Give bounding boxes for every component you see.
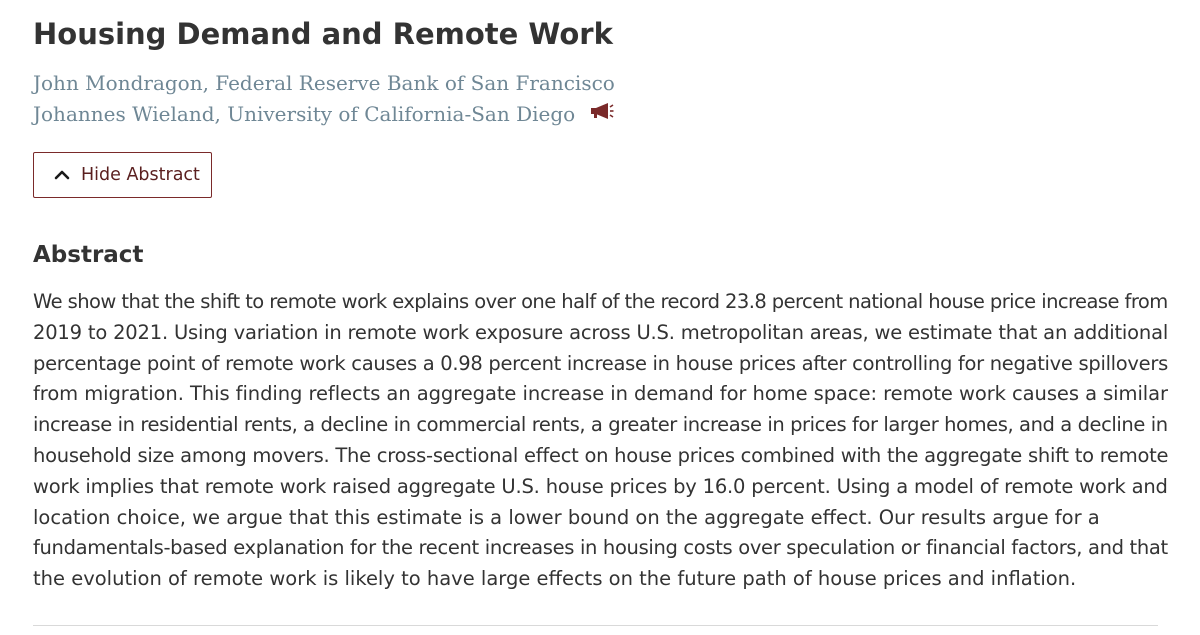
abstract-line: from migration. This finding reflects an… [33, 382, 1168, 406]
author-link-mondragon[interactable]: John Mondragon, Federal Reserve Bank of … [33, 71, 615, 95]
author-link-wieland[interactable]: Johannes Wieland, University of Californ… [33, 102, 576, 126]
author-item: John Mondragon, Federal Reserve Bank of … [33, 68, 615, 99]
chevron-up-icon [53, 166, 71, 184]
author-item: Johannes Wieland, University of Californ… [33, 99, 615, 130]
abstract-line: fundamentals-based explanation for the r… [33, 536, 1168, 560]
abstract-line: increase in residential rents, a decline… [33, 413, 1168, 437]
author-list: John Mondragon, Federal Reserve Bank of … [33, 68, 615, 130]
abstract-line: 2019 to 2021. Using variation in remote … [33, 320, 1169, 344]
abstract-line: We show that the shift to remote work ex… [33, 290, 1168, 313]
abstract-line: the evolution of remote work is likely t… [33, 567, 1077, 591]
abstract-line: work implies that remote work raised agg… [33, 474, 1168, 498]
paper-title: Housing Demand and Remote Work [33, 17, 613, 51]
megaphone-icon [590, 98, 614, 129]
abstract-line: household size among movers. The cross-s… [33, 443, 1169, 467]
section-divider [33, 625, 1158, 626]
abstract-text: We show that the shift to remote work ex… [33, 287, 1169, 595]
abstract-line: location choice, we argue that this esti… [33, 505, 1100, 529]
abstract-heading: Abstract [33, 242, 144, 268]
abstract-line: percentage point of remote work causes a… [33, 351, 1168, 375]
hide-abstract-button[interactable]: Hide Abstract [33, 152, 212, 198]
hide-abstract-label: Hide Abstract [81, 165, 200, 185]
